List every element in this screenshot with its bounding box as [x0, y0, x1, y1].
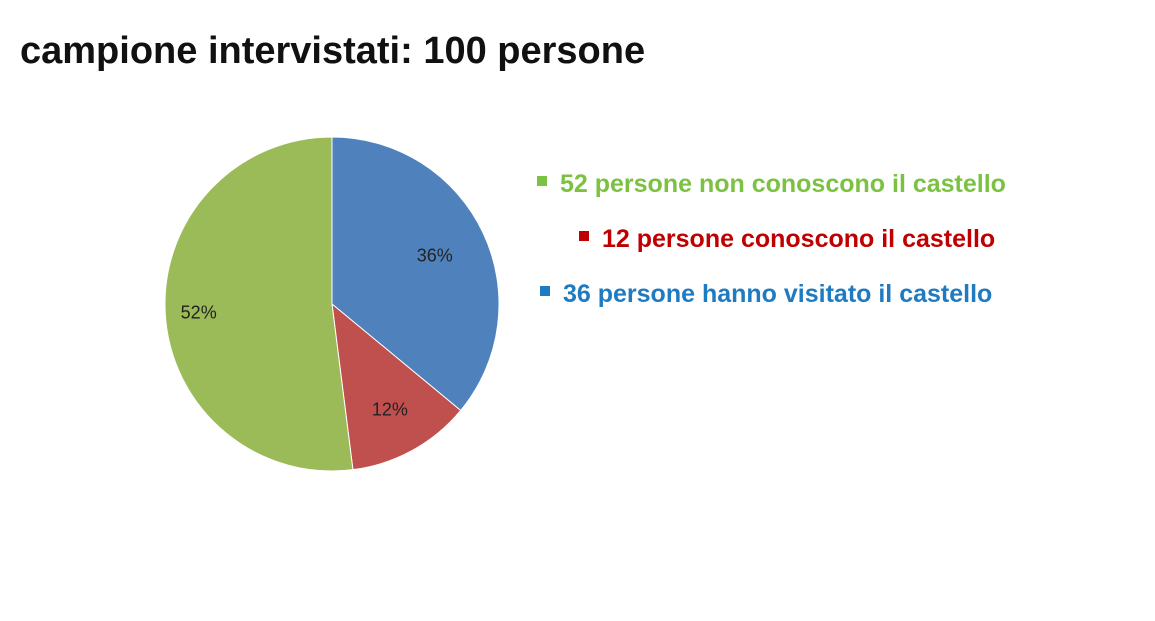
legend-item-conoscono: 12 persone conoscono il castello [579, 225, 995, 254]
legend-label-non-conoscono: 52 persone non conoscono il castello [560, 170, 1006, 198]
pie-label-visitato: 36% [417, 246, 453, 266]
pie-label-conoscono: 12% [372, 399, 408, 419]
legend-swatch-conoscono [579, 230, 589, 241]
legend-item-visitato: 36 persone hanno visitato il castello [540, 280, 992, 309]
legend-item-non-conoscono: 52 persone non conoscono il castello [537, 170, 1006, 199]
pie-label-non-conoscono: 52% [181, 302, 217, 322]
legend-label-visitato: 36 persone hanno visitato il castello [563, 280, 993, 308]
pie-slice-non-conoscono [164, 136, 354, 472]
legend-swatch-visitato [540, 285, 550, 296]
pie-slice-conoscono [331, 302, 462, 471]
legend-swatch-non-conoscono [537, 175, 547, 186]
pie-slice-visitato [331, 136, 500, 412]
legend-label-conoscono: 12 persone conoscono il castello [602, 225, 996, 253]
chart-title: campione intervistati: 100 persone [20, 30, 646, 72]
